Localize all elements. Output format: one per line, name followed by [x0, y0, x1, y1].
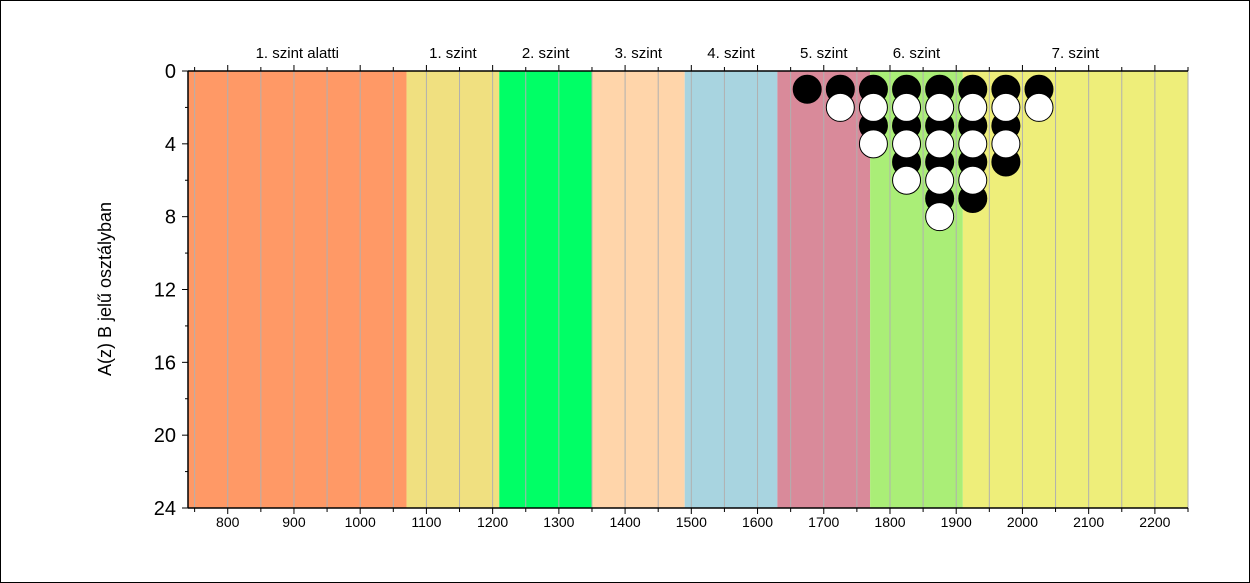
- x-tick-label: 2200: [1139, 514, 1170, 530]
- white-marker: [825, 92, 855, 122]
- x-tick-label: 1300: [543, 514, 574, 530]
- band-label-2: 1. szint: [429, 45, 477, 62]
- white-marker: [892, 165, 922, 195]
- y-tick-label: 24: [154, 498, 176, 520]
- white-marker: [958, 129, 988, 159]
- band-label-5: 4. szint: [707, 45, 755, 62]
- white-marker: [958, 165, 988, 195]
- band-label-6: 5. szint: [800, 45, 848, 62]
- y-tick-label: 8: [165, 207, 176, 229]
- band-label-1: 1. szint alatti: [256, 45, 339, 62]
- white-marker: [958, 92, 988, 122]
- band-label-7: 6. szint: [893, 45, 941, 62]
- white-marker: [925, 165, 955, 195]
- band-3: [499, 71, 592, 508]
- x-tick-label: 2000: [1007, 514, 1038, 530]
- x-tick-label: 2100: [1073, 514, 1104, 530]
- band-2: [406, 71, 500, 508]
- band-1: [188, 71, 407, 508]
- white-marker: [991, 92, 1021, 122]
- y-tick-label: 16: [154, 352, 176, 374]
- band-label-3: 2. szint: [522, 45, 570, 62]
- white-marker: [892, 92, 922, 122]
- white-marker: [991, 129, 1021, 159]
- band-label-4: 3. szint: [615, 45, 663, 62]
- white-marker: [892, 129, 922, 159]
- y-axis-label: A(z) B jelű osztályban: [95, 202, 115, 376]
- band-label-8: 7. szint: [1052, 45, 1100, 62]
- y-tick-label: 0: [165, 61, 176, 83]
- y-tick-label: 12: [154, 280, 176, 302]
- white-marker: [858, 92, 888, 122]
- x-tick-label: 1500: [676, 514, 707, 530]
- white-marker: [925, 92, 955, 122]
- band-5: [684, 71, 778, 508]
- x-tick-label: 1000: [345, 514, 376, 530]
- x-tick-label: 1400: [610, 514, 641, 530]
- x-tick-label: 1200: [477, 514, 508, 530]
- x-tick-label: 800: [216, 514, 240, 530]
- white-marker: [1024, 92, 1054, 122]
- x-tick-label: 1600: [742, 514, 773, 530]
- x-tick-label: 900: [282, 514, 306, 530]
- x-tick-label: 1100: [411, 514, 441, 530]
- white-marker: [925, 129, 955, 159]
- white-marker: [858, 129, 888, 159]
- x-tick-label: 1900: [941, 514, 972, 530]
- band-4: [591, 71, 685, 508]
- white-marker: [925, 202, 955, 232]
- y-tick-label: 4: [165, 134, 176, 156]
- y-tick-label: 20: [154, 425, 176, 447]
- x-tick-label: 1800: [874, 514, 905, 530]
- black-marker: [792, 74, 822, 104]
- x-tick-label: 1700: [808, 514, 839, 530]
